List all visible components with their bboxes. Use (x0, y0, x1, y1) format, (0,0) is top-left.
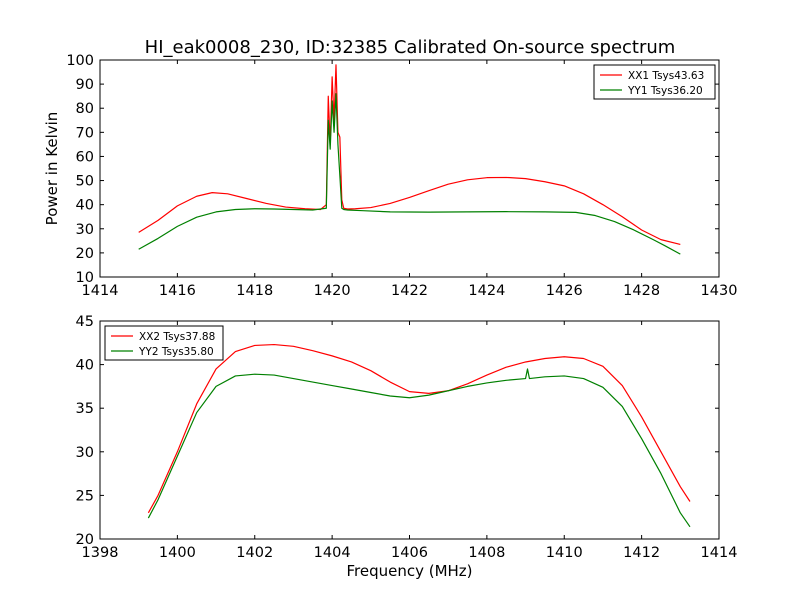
x-tick-label: 1402 (236, 545, 273, 561)
x-tick-label: 1408 (468, 545, 505, 561)
y-tick-label: 35 (76, 401, 94, 417)
legend-entry: YY1 Tsys36.20 (627, 85, 703, 97)
legend: XX2 Tsys37.88 YY2 Tsys35.80 (104, 325, 224, 361)
y-tick-label: 20 (76, 246, 94, 262)
x-tick-label: 1418 (236, 283, 273, 299)
series-line-1-2 (138, 93, 681, 255)
series-line-1-1 (138, 64, 681, 246)
y-tick-label: 90 (76, 77, 94, 93)
legend-entry: XX1 Tsys43.63 (628, 70, 704, 82)
legend-entry: XX2 Tsys37.88 (139, 331, 215, 343)
x-tick-label: 1400 (159, 545, 196, 561)
x-tick-label: 1398 (82, 545, 119, 561)
y-tick-label: 25 (76, 488, 94, 504)
chart-title: HI_eak0008_230, ID:32385 Calibrated On-s… (145, 37, 676, 58)
series-line-2-1 (147, 343, 691, 514)
x-tick-label: 1424 (468, 283, 505, 299)
y-axis-label: Power in Kelvin (43, 112, 61, 226)
subplot-2: 1398 1400 1402 1404 1406 1408 1410 1412 1414 20 25… (76, 314, 738, 580)
y-tick-label: 10 (76, 270, 94, 286)
series-line-2-2 (147, 368, 691, 528)
x-tick-label: 1416 (159, 283, 196, 299)
x-tick-label: 1422 (391, 283, 428, 299)
x-tick-label: 1412 (623, 545, 660, 561)
x-tick-label: 1406 (391, 545, 428, 561)
y-tick-label: 60 (76, 149, 94, 165)
x-tick-label: 1414 (701, 545, 738, 561)
subplot-1: 1414 1416 1418 1420 1422 1424 1426 1428 1430 10 20… (43, 53, 737, 299)
y-tick-label: 40 (76, 358, 94, 374)
x-tick-label: 1414 (82, 283, 119, 299)
legend-entry: YY2 Tsys35.80 (138, 346, 214, 358)
x-tick-label: 1430 (701, 283, 738, 299)
y-tick-label: 70 (76, 125, 94, 141)
y-tick-label: 20 (76, 532, 94, 548)
y-tick-label: 100 (66, 53, 94, 69)
x-tick-label: 1426 (546, 283, 583, 299)
y-tick-label: 30 (76, 222, 94, 238)
y-tick-label: 80 (76, 101, 94, 117)
x-tick-label: 1428 (623, 283, 660, 299)
x-tick-label: 1420 (314, 283, 351, 299)
y-tick-label: 40 (76, 198, 94, 214)
y-tick-label: 30 (76, 445, 94, 461)
y-tick-label: 45 (76, 314, 94, 330)
x-axis-label: Frequency (MHz) (346, 562, 472, 580)
x-tick-label: 1410 (546, 545, 583, 561)
y-tick-label: 50 (76, 174, 94, 190)
legend: XX1 Tsys43.63 YY1 Tsys36.20 (593, 64, 716, 100)
x-tick-label: 1404 (314, 545, 351, 561)
